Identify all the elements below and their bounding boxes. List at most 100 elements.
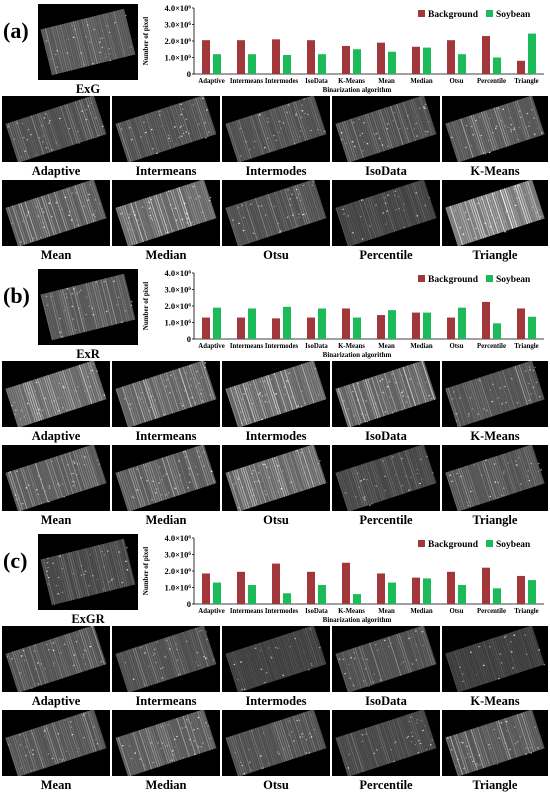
bar-background [412,46,420,74]
bar-background [342,308,350,339]
bar-chart-b: Number of pixel 0 1.0×10⁶ 2.0×10⁶ 3.0×10⁶ 4.0… [142,269,544,359]
bar-background [202,40,210,74]
x-tick-label: Triangle [514,78,538,85]
result-caption: Median [145,778,187,792]
legend-swatch-background [418,275,425,282]
result-image-c-otsu [222,710,330,776]
bar-background [517,575,525,604]
x-tick-label: IsoData [305,608,328,615]
result-image-c-intermodes [222,626,330,692]
bar-soybean [353,49,361,74]
result-image-a-k-means [442,96,548,162]
bar-background [272,563,280,604]
bar-background [447,317,455,339]
x-tick-label: Intermeans [230,78,264,85]
legend: Background Soybean [418,10,531,20]
x-tick-label: Intermeans [230,608,264,615]
legend-swatch-soybean [486,540,493,547]
result-caption: K-Means [470,164,520,178]
result-image-b-otsu [222,445,330,511]
y-tick-label: 3.0×10⁶ [164,550,191,560]
y-tick-label: 4.0×10⁶ [164,269,191,278]
y-tick-label: 2.0×10⁶ [164,36,191,46]
y-tick-label: 1.0×10⁶ [164,583,191,593]
legend: Background Soybean [418,275,531,285]
x-tick-label: Otsu [450,343,464,350]
x-tick-label: IsoData [305,343,328,350]
result-image-a-intermeans [112,96,220,162]
result-image-b-mean [2,445,110,511]
result-image-b-triangle [442,445,548,511]
x-tick-label: K-Means [338,343,365,350]
bar-background [482,36,490,74]
y-tick-label: 1.0×10⁶ [164,318,191,328]
result-caption: Mean [40,778,72,792]
y-tick-label: 1.0×10⁶ [164,53,191,63]
bar-soybean [248,308,256,339]
legend-label-soybean: Soybean [496,10,531,20]
x-tick-label: Mean [378,78,395,85]
y-tick-label: 4.0×10⁶ [164,534,191,543]
result-caption: IsoData [365,694,407,708]
x-tick-label: Intermeans [230,343,264,350]
result-image-c-median [112,710,220,776]
bar-background [307,571,315,604]
bar-background [377,573,385,604]
result-image-b-percentile [332,445,440,511]
bar-soybean [353,594,361,604]
panel-label-b: (b) [3,283,30,308]
y-axis-title: Number of pixel [142,282,150,331]
bar-soybean [493,323,501,339]
bar-background [412,577,420,604]
legend-label-background: Background [428,540,479,550]
bar-soybean [213,54,221,74]
bar-background [377,42,385,74]
legend-label-soybean: Soybean [496,275,531,285]
result-caption: IsoData [365,164,407,178]
y-tick-label: 2.0×10⁶ [164,301,191,311]
index-image-c [38,534,138,610]
x-tick-label: Median [410,78,432,85]
bar-soybean [458,585,466,604]
bar-background [307,40,315,74]
result-image-a-triangle [442,180,548,246]
result-caption: Percentile [359,513,413,527]
x-tick-label: K-Means [338,78,365,85]
result-image-a-intermodes [222,96,330,162]
x-tick-label: Intermodes [265,78,299,85]
x-tick-label: Intermodes [265,608,299,615]
index-image-a [38,4,138,80]
result-image-b-adaptive [2,361,110,427]
y-tick-label: 0 [187,334,191,344]
result-caption: Mean [40,248,72,262]
result-caption: Percentile [359,248,413,262]
result-caption: Adaptive [31,429,81,443]
y-axis-title: Number of pixel [142,17,150,66]
x-tick-label: Adaptive [198,343,224,350]
result-image-a-percentile [332,180,440,246]
result-caption: Triangle [472,248,518,262]
bar-background [272,318,280,339]
result-image-a-adaptive [2,96,110,162]
legend-label-soybean: Soybean [496,540,531,550]
result-caption: K-Means [470,429,520,443]
x-tick-label: Otsu [450,78,464,85]
legend-swatch-soybean [486,275,493,282]
bar-background [482,567,490,604]
result-caption: Otsu [263,778,289,792]
result-image-c-triangle [442,710,548,776]
result-image-c-isodata [332,626,440,692]
bar-soybean [528,33,536,74]
result-image-c-adaptive [2,626,110,692]
result-image-b-k-means [442,361,548,427]
y-tick-label: 0 [187,69,191,79]
x-tick-label: Percentile [477,78,506,85]
result-image-b-intermeans [112,361,220,427]
bar-soybean [213,307,221,339]
x-axis-title: Binarization algorithm [323,351,392,359]
bar-background [447,571,455,604]
result-caption: Triangle [472,778,518,792]
bar-soybean [423,578,431,604]
legend-label-background: Background [428,10,479,20]
bar-soybean [248,585,256,604]
